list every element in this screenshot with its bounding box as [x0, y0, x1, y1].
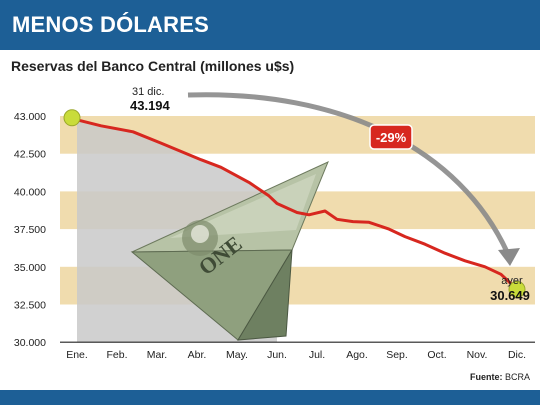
y-tick-label: 37.500: [14, 224, 46, 236]
x-tick-label: Feb.: [106, 349, 127, 361]
x-axis-ticks: Ene. Feb. Mar. Abr. May. Jun. Jul. Ago. Sep. Oct.…: [66, 349, 526, 361]
x-tick-label: Jul.: [309, 349, 325, 361]
source-label: Fuente:: [469, 372, 503, 382]
x-tick-label: Abr.: [188, 349, 207, 361]
change-badge: -29%: [369, 124, 413, 150]
start-marker: [63, 109, 81, 127]
end-date-label: ayer: [501, 275, 523, 287]
x-tick-label: Jun.: [267, 349, 287, 361]
start-value-label: 43.194: [130, 98, 171, 113]
x-tick-label: Oct.: [427, 349, 446, 361]
start-date-label: 31 dic.: [132, 86, 164, 98]
chart-title: Reservas del Banco Central (millones u$s…: [11, 58, 295, 74]
y-tick-label: 43.000: [14, 111, 46, 123]
footer-bar: [0, 390, 540, 405]
x-tick-label: Nov.: [467, 349, 488, 361]
x-tick-label: May.: [226, 349, 248, 361]
series-line: [75, 118, 519, 291]
end-value-label: 30.649: [490, 288, 530, 303]
x-tick-label: Sep.: [386, 349, 408, 361]
y-tick-label: 42.500: [14, 149, 46, 161]
y-tick-label: 30.000: [14, 337, 46, 349]
header-bar: MENOS DÓLARES: [0, 0, 540, 50]
x-tick-label: Ene.: [66, 349, 88, 361]
y-tick-label: 35.000: [14, 262, 46, 274]
source-note: Fuente: BCRA: [470, 372, 530, 382]
trend-arrow-head: [498, 248, 520, 266]
y-tick-label: 32.500: [14, 300, 46, 312]
header-title: MENOS DÓLARES: [12, 12, 209, 37]
change-badge-label: -29%: [376, 130, 407, 145]
x-tick-label: Ago.: [346, 349, 368, 361]
line-chart: 43.000 42.500 40.000 37.500 35.000 32.500 30.0…: [14, 86, 535, 361]
end-marker: [508, 280, 526, 298]
source-value: BCRA: [504, 372, 530, 382]
x-tick-label: Mar.: [147, 349, 167, 361]
paper-plane-illustration: ONE: [130, 161, 329, 341]
x-tick-label: Dic.: [508, 349, 526, 361]
y-axis-ticks: 43.000 42.500 40.000 37.500 35.000 32.500 30.0…: [14, 111, 46, 349]
y-tick-label: 40.000: [14, 186, 46, 198]
